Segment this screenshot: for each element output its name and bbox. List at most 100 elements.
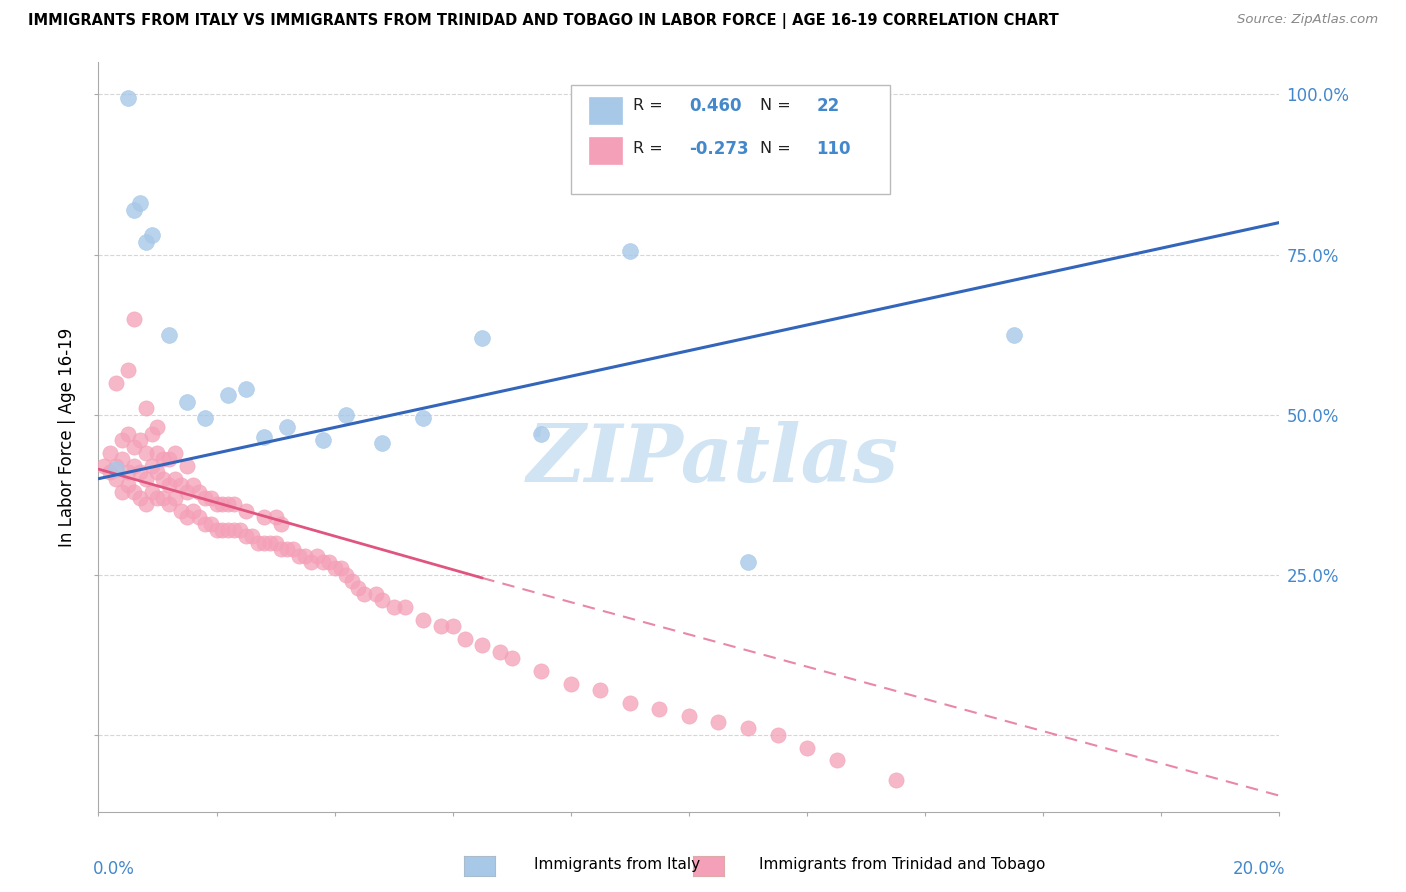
Point bbox=[283, 542, 305, 557]
Point bbox=[146, 420, 169, 434]
Point bbox=[270, 516, 292, 531]
Point bbox=[530, 426, 553, 441]
Point bbox=[170, 504, 193, 518]
Point bbox=[217, 388, 239, 402]
Point bbox=[246, 535, 269, 549]
Point bbox=[224, 523, 246, 537]
Point bbox=[146, 446, 169, 460]
Point bbox=[176, 484, 198, 499]
Text: 20.0%: 20.0% bbox=[1233, 861, 1285, 879]
Point bbox=[117, 426, 139, 441]
Point bbox=[187, 510, 209, 524]
Point bbox=[288, 549, 311, 563]
Point bbox=[253, 510, 276, 524]
Text: IMMIGRANTS FROM ITALY VS IMMIGRANTS FROM TRINIDAD AND TOBAGO IN LABOR FORCE | AG: IMMIGRANTS FROM ITALY VS IMMIGRANTS FROM… bbox=[28, 13, 1059, 29]
Point bbox=[211, 523, 233, 537]
Point bbox=[122, 202, 145, 217]
Point bbox=[229, 523, 252, 537]
Bar bbox=[589, 136, 621, 163]
Point bbox=[135, 235, 157, 249]
Point bbox=[796, 740, 818, 755]
Point bbox=[152, 472, 174, 486]
Point bbox=[489, 645, 512, 659]
Point bbox=[471, 638, 494, 652]
Text: 22: 22 bbox=[817, 97, 839, 115]
Point bbox=[176, 395, 198, 409]
Point bbox=[648, 702, 671, 716]
Point bbox=[235, 529, 257, 543]
Point bbox=[122, 458, 145, 473]
Point bbox=[105, 376, 128, 390]
Point bbox=[141, 228, 163, 243]
Text: R =: R = bbox=[634, 98, 668, 113]
Point bbox=[181, 478, 204, 492]
Point bbox=[122, 311, 145, 326]
Point bbox=[619, 696, 641, 710]
Text: R =: R = bbox=[634, 141, 668, 156]
Point bbox=[170, 478, 193, 492]
Point bbox=[678, 708, 700, 723]
Point bbox=[152, 491, 174, 505]
Point bbox=[105, 462, 128, 476]
Point bbox=[141, 458, 163, 473]
Point bbox=[766, 728, 789, 742]
Point bbox=[165, 491, 187, 505]
Point bbox=[176, 458, 198, 473]
Point bbox=[122, 484, 145, 499]
Point bbox=[111, 434, 134, 448]
Point bbox=[412, 410, 434, 425]
Text: N =: N = bbox=[759, 141, 796, 156]
Point bbox=[135, 401, 157, 416]
Text: 0.460: 0.460 bbox=[689, 97, 741, 115]
Point bbox=[157, 497, 180, 511]
Point bbox=[707, 714, 730, 729]
Point bbox=[501, 651, 523, 665]
Point bbox=[200, 516, 222, 531]
Point bbox=[111, 484, 134, 499]
Point bbox=[157, 452, 180, 467]
Point bbox=[141, 426, 163, 441]
Point bbox=[342, 574, 364, 589]
Point bbox=[157, 327, 180, 342]
Point bbox=[217, 523, 239, 537]
Point bbox=[128, 465, 150, 479]
Point bbox=[135, 446, 157, 460]
Point bbox=[347, 581, 370, 595]
Point bbox=[264, 510, 287, 524]
Point bbox=[98, 446, 121, 460]
Text: Immigrants from Trinidad and Tobago: Immigrants from Trinidad and Tobago bbox=[759, 857, 1046, 872]
Point bbox=[264, 535, 287, 549]
Point bbox=[371, 593, 394, 607]
FancyBboxPatch shape bbox=[571, 85, 890, 194]
Point bbox=[305, 549, 328, 563]
Point bbox=[335, 408, 357, 422]
Point bbox=[312, 555, 335, 569]
Point bbox=[141, 484, 163, 499]
Point bbox=[364, 587, 387, 601]
Point bbox=[312, 434, 335, 448]
Point bbox=[224, 497, 246, 511]
Point bbox=[105, 472, 128, 486]
Text: 0.0%: 0.0% bbox=[93, 861, 135, 879]
Point bbox=[884, 772, 907, 787]
Point bbox=[128, 196, 150, 211]
Point bbox=[430, 619, 453, 633]
Text: N =: N = bbox=[759, 98, 796, 113]
Point bbox=[825, 754, 848, 768]
Point bbox=[98, 465, 121, 479]
Point bbox=[270, 542, 292, 557]
Point bbox=[619, 244, 641, 259]
Point bbox=[157, 478, 180, 492]
Point bbox=[165, 446, 187, 460]
Point bbox=[737, 555, 759, 569]
Point bbox=[146, 465, 169, 479]
Point bbox=[294, 549, 316, 563]
Point bbox=[394, 599, 416, 614]
Point bbox=[205, 497, 228, 511]
Point bbox=[176, 510, 198, 524]
Point bbox=[276, 542, 298, 557]
Text: ZIPatlas: ZIPatlas bbox=[526, 421, 898, 499]
Point bbox=[276, 420, 298, 434]
Point bbox=[329, 561, 352, 575]
Point bbox=[111, 452, 134, 467]
